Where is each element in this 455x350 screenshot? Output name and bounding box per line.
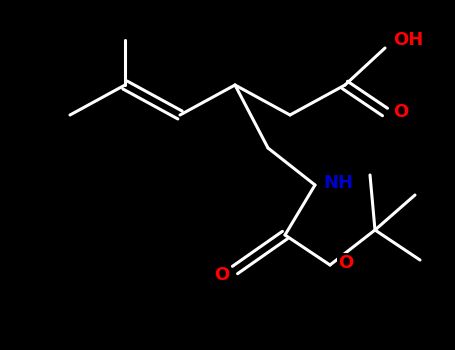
Text: O: O bbox=[338, 254, 353, 272]
Text: NH: NH bbox=[323, 174, 353, 192]
Text: O: O bbox=[214, 266, 229, 284]
Text: O: O bbox=[393, 103, 408, 121]
Text: OH: OH bbox=[393, 31, 423, 49]
